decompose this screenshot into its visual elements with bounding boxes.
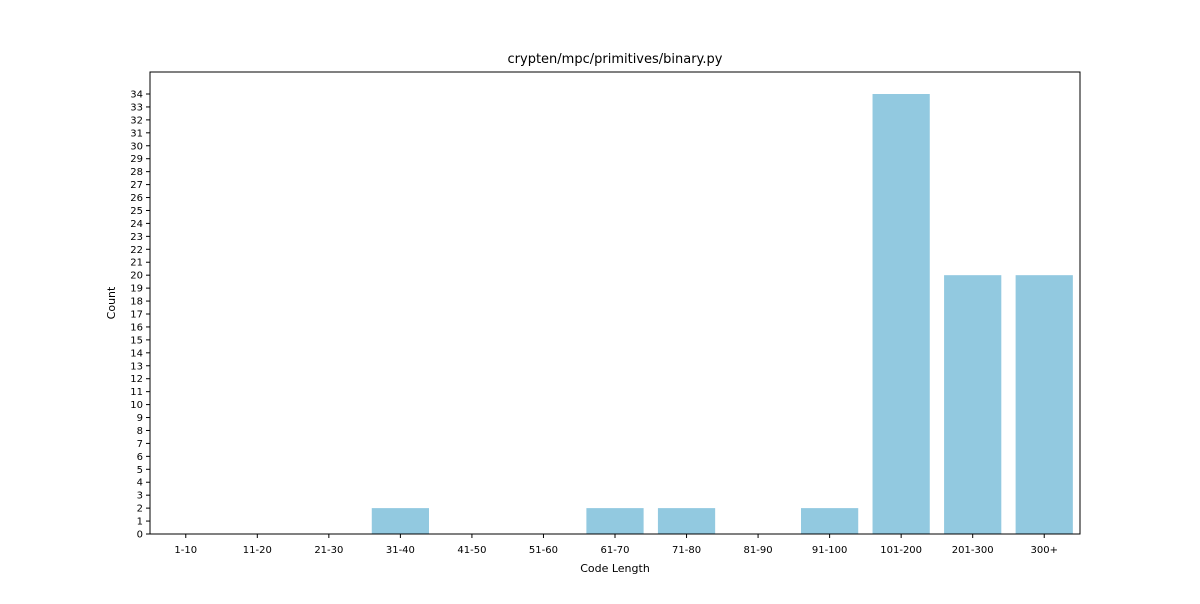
x-tick-label: 81-90 [744,545,773,556]
y-tick-label: 33 [130,102,143,113]
y-tick-label: 15 [130,335,143,346]
y-tick-label: 16 [130,322,143,333]
x-tick-label: 1-10 [174,545,197,556]
x-tick-label: 41-50 [457,545,486,556]
x-tick-label: 300+ [1030,545,1057,556]
y-tick-label: 31 [130,128,143,139]
y-tick-label: 24 [130,219,143,230]
y-tick-label: 10 [130,400,143,411]
y-tick-label: 23 [130,232,143,243]
y-tick-label: 19 [130,284,143,295]
x-tick-label: 31-40 [386,545,415,556]
y-tick-label: 29 [130,154,143,165]
bar-71-80 [657,508,716,534]
y-tick-label: 3 [137,491,143,502]
plot-frame [149,71,1081,535]
y-tick-label: 9 [137,413,143,424]
y-tick-label: 8 [137,426,143,437]
bar-101-200 [872,94,930,534]
y-tick-label: 20 [130,271,143,282]
y-tick-label: 27 [130,180,143,191]
x-tick-label: 61-70 [600,545,629,556]
y-tick-label: 21 [130,258,143,269]
x-tick-label: 21-30 [314,545,343,556]
y-tick-label: 2 [137,504,143,515]
y-tick-label: 12 [130,374,143,385]
bars-group [371,94,1073,534]
y-tick-label: 14 [130,348,143,359]
bar-61-70 [586,508,644,534]
y-tick-label: 5 [137,465,143,476]
x-tick-label: 91-100 [812,545,847,556]
bar-201-300 [944,275,1002,534]
x-tick-label: 11-20 [243,545,272,556]
y-tick-label: 13 [130,361,143,372]
y-axis-label: Count [105,286,118,319]
y-tick-label: 0 [137,530,143,541]
y-tick-label: 25 [130,206,143,217]
y-tick-label: 28 [130,167,143,178]
y-tick-label: 1 [137,517,143,528]
y-tick-label: 30 [130,141,143,152]
bar-91-100 [801,508,859,534]
x-tick-label: 201-300 [952,545,994,556]
x-tick-label: 101-200 [880,545,922,556]
y-axis: 0123456789101112131415161718192021222324… [130,90,150,541]
chart-title: crypten/mpc/primitives/binary.py [508,52,723,67]
y-tick-label: 11 [130,387,143,398]
y-tick-label: 26 [130,193,143,204]
y-tick-label: 22 [130,245,143,256]
y-tick-label: 4 [137,478,143,489]
y-tick-label: 32 [130,115,143,126]
bar-300+ [1015,275,1073,534]
x-axis: 1-10 11-20 21-30 31-40 41-50 51-60 61-70 71-80 8… [174,534,1058,556]
y-tick-label: 18 [130,297,143,308]
y-tick-label: 7 [137,439,143,450]
bar-31-40 [371,508,429,534]
y-tick-label: 34 [130,90,143,101]
x-tick-label: 71-80 [672,545,701,556]
y-tick-label: 17 [130,310,143,321]
y-tick-label: 6 [137,452,143,463]
x-tick-label: 51-60 [529,545,558,556]
x-axis-label: Code Length [580,562,650,575]
